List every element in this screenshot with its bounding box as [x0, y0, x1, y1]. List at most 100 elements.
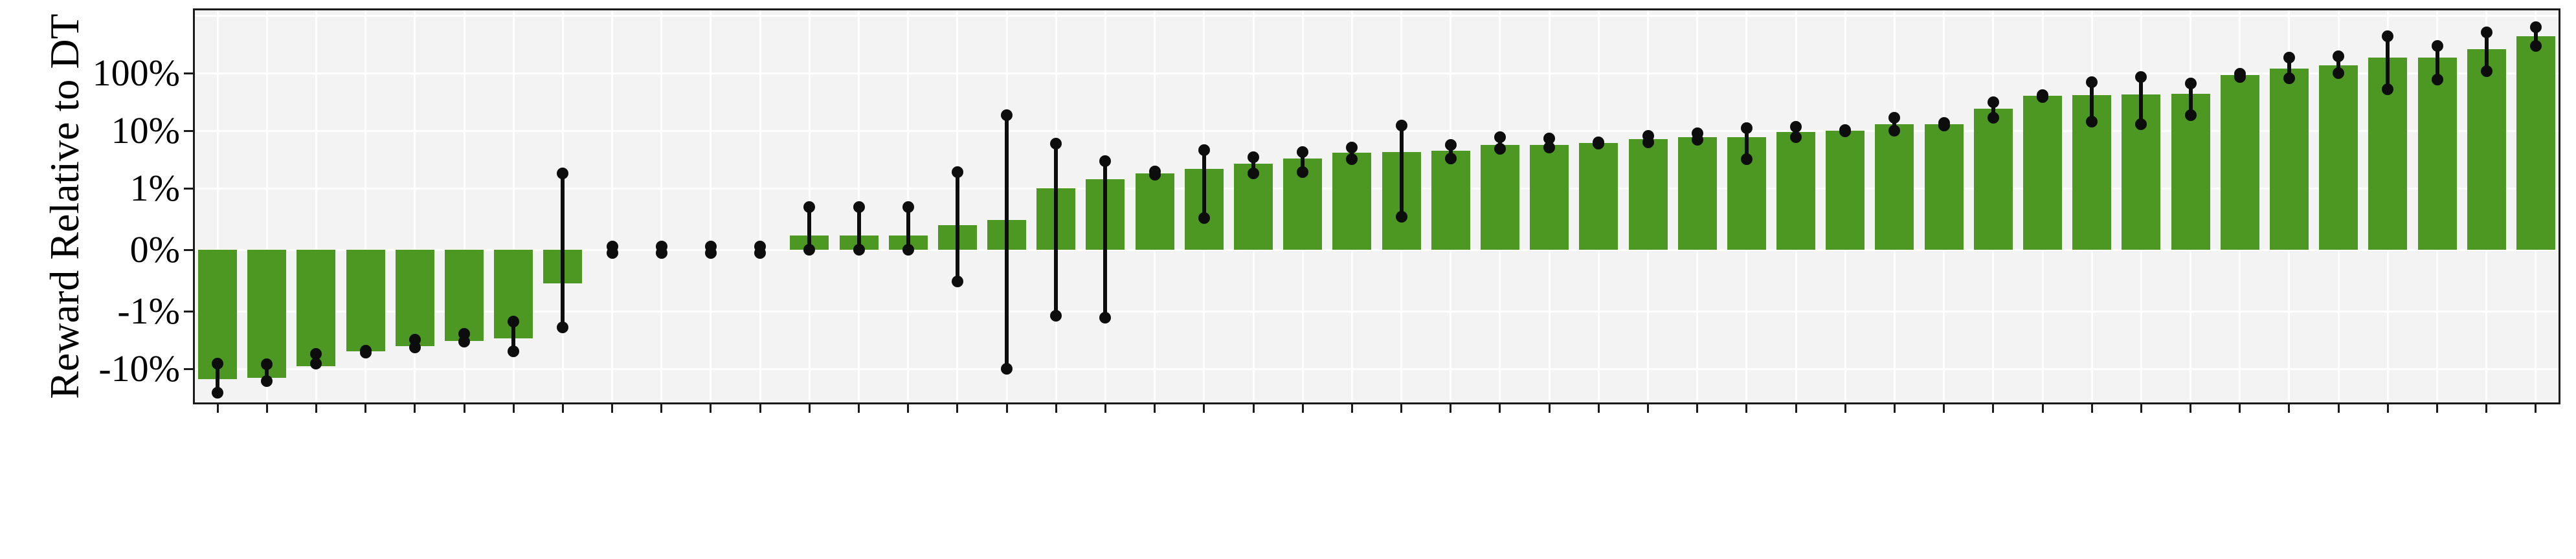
- error-bar-cap: [1740, 153, 1753, 166]
- error-bar-cap: [1543, 133, 1556, 145]
- error-bar-cap: [803, 244, 816, 256]
- error-bar-cap: [1099, 155, 1112, 167]
- x-tick-mark: [1499, 404, 1501, 413]
- x-tick-mark: [858, 404, 860, 413]
- error-bar-cap: [2333, 50, 2345, 62]
- error-bar-cap: [1198, 212, 1210, 224]
- error-bar-cap: [1001, 109, 1013, 121]
- gridline-horizontal: [193, 129, 2560, 132]
- error-bar: [1448, 145, 1453, 159]
- error-bar-cap: [2283, 51, 2295, 63]
- error-bar-cap: [310, 347, 322, 360]
- bar: [198, 250, 238, 380]
- error-bar-cap: [1297, 146, 1309, 158]
- error-bar: [955, 172, 959, 282]
- error-bar-cap: [310, 357, 322, 369]
- y-tick-mark: [184, 310, 193, 312]
- error-bar-cap: [557, 168, 569, 180]
- error-bar-cap: [2086, 115, 2098, 127]
- error-bar-cap: [853, 244, 865, 256]
- error-bar-cap: [1248, 168, 1260, 180]
- error-bar: [561, 173, 565, 327]
- error-bar: [1054, 144, 1058, 316]
- x-tick-mark: [1647, 404, 1650, 413]
- x-tick-mark: [216, 404, 219, 413]
- y-tick-label: 100%: [92, 52, 180, 94]
- bar: [297, 250, 336, 366]
- gridline-vertical: [710, 8, 712, 404]
- error-bar-cap: [212, 357, 224, 369]
- error-bar: [216, 363, 220, 393]
- y-tick-mark: [184, 129, 193, 132]
- x-tick-mark: [561, 404, 564, 413]
- bar: [1530, 145, 1569, 250]
- x-tick-mark: [2041, 404, 2044, 413]
- bar: [395, 250, 434, 346]
- bar: [2467, 49, 2506, 250]
- error-bar: [1202, 150, 1206, 218]
- x-tick-mark: [1597, 404, 1600, 413]
- error-bar-cap: [458, 336, 471, 348]
- error-bar-cap: [1888, 125, 1901, 137]
- x-tick-mark: [2190, 404, 2192, 413]
- x-tick-mark: [1450, 404, 1452, 413]
- error-bar: [857, 206, 861, 250]
- x-tick-mark: [265, 404, 268, 413]
- error-bar-cap: [1050, 138, 1062, 150]
- x-tick-mark: [611, 404, 614, 413]
- error-bar-cap: [1790, 131, 1802, 144]
- x-tick-mark: [2288, 404, 2290, 413]
- error-bar-cap: [557, 321, 569, 333]
- error-bar-cap: [1346, 153, 1358, 166]
- error-bar: [1350, 148, 1354, 160]
- bar: [2417, 58, 2457, 250]
- y-tick-label: 1%: [129, 167, 180, 209]
- bar: [346, 250, 385, 352]
- error-bar-cap: [409, 342, 421, 354]
- x-tick-mark: [1696, 404, 1699, 413]
- error-bar-cap: [1099, 312, 1112, 324]
- y-tick-label: -10%: [98, 347, 180, 389]
- y-tick-label: 10%: [111, 109, 180, 151]
- x-tick-mark: [463, 404, 465, 413]
- error-bar-cap: [1938, 119, 1950, 131]
- x-tick-mark: [956, 404, 959, 413]
- bar: [2220, 75, 2259, 250]
- error-bar-cap: [2086, 76, 2098, 89]
- error-bar: [2287, 57, 2291, 79]
- bar: [2023, 96, 2063, 250]
- error-bar-cap: [1839, 126, 1852, 138]
- x-tick-mark: [1893, 404, 1896, 413]
- y-tick-mark: [184, 248, 193, 251]
- error-bar-cap: [754, 247, 767, 259]
- error-bar-cap: [212, 386, 224, 399]
- gridline-vertical: [216, 8, 219, 404]
- y-tick-mark: [184, 187, 193, 190]
- gridline-vertical: [512, 8, 515, 404]
- bar: [1431, 150, 1470, 250]
- plot-area: [193, 8, 2560, 404]
- error-bar-cap: [655, 247, 667, 259]
- error-bar-cap: [1790, 120, 1802, 133]
- x-tick-mark: [1203, 404, 1205, 413]
- error-bar-cap: [803, 201, 816, 213]
- error-bar-cap: [1987, 111, 1999, 124]
- error-bar-cap: [1494, 131, 1506, 144]
- gridline-vertical: [463, 8, 465, 404]
- bar: [2269, 68, 2309, 250]
- error-bar-cap: [1987, 96, 1999, 108]
- error-bar-cap: [1593, 138, 1605, 150]
- error-bar-cap: [2431, 39, 2443, 52]
- x-tick-mark: [2485, 404, 2488, 413]
- x-tick-mark: [2386, 404, 2389, 413]
- error-bar-cap: [1297, 166, 1309, 179]
- error-bar-cap: [261, 358, 273, 370]
- error-bar-cap: [2283, 72, 2295, 85]
- x-tick-mark: [1844, 404, 1846, 413]
- error-bar-cap: [508, 315, 520, 327]
- error-bar: [511, 321, 516, 352]
- error-bar-cap: [2431, 73, 2443, 85]
- bar: [2319, 65, 2358, 250]
- gridline-vertical: [611, 8, 614, 404]
